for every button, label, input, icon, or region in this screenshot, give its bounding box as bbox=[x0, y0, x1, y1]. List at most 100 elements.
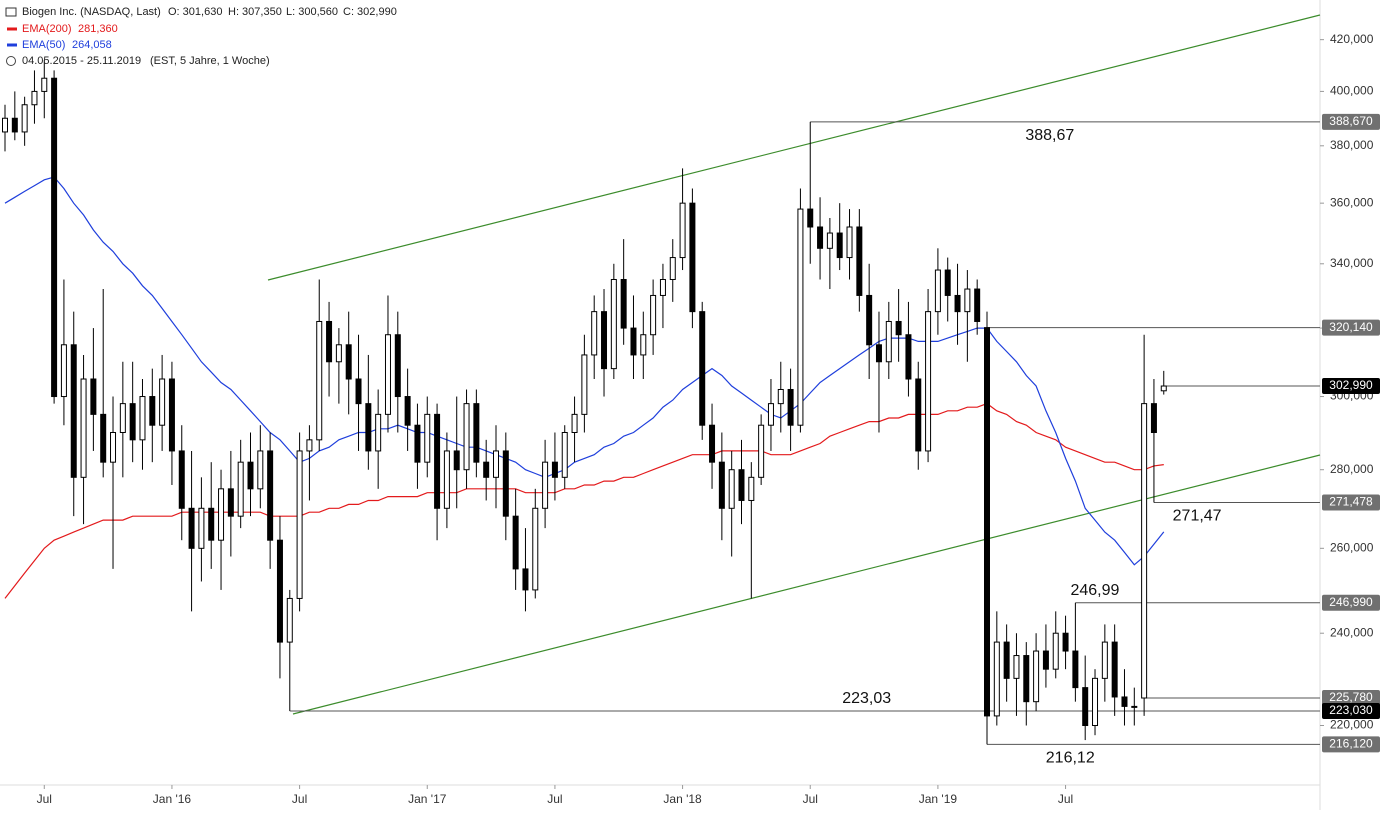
candle-body bbox=[944, 269, 951, 296]
level-label: 225,780 bbox=[1329, 690, 1373, 704]
candle-body bbox=[424, 413, 431, 463]
candle-body bbox=[659, 278, 666, 296]
candle-body bbox=[551, 461, 558, 478]
candle-body bbox=[414, 424, 421, 463]
candle-body bbox=[925, 311, 932, 452]
candle-body bbox=[797, 208, 804, 426]
candle-body bbox=[993, 641, 1000, 717]
candle-body bbox=[826, 232, 833, 249]
candle-body bbox=[296, 450, 303, 599]
candle-body bbox=[70, 344, 77, 478]
candle-body bbox=[21, 104, 28, 133]
candle-body bbox=[129, 403, 136, 441]
candle-body bbox=[630, 327, 637, 356]
candle-body bbox=[493, 450, 499, 478]
candle-body bbox=[276, 539, 283, 643]
level-box bbox=[1322, 702, 1380, 719]
candle-body bbox=[355, 378, 362, 405]
candle-body bbox=[905, 334, 912, 380]
candle-body bbox=[561, 431, 568, 478]
ema-line bbox=[4, 176, 1165, 566]
x-tick-label: Jul bbox=[547, 792, 562, 806]
candle-body bbox=[777, 388, 784, 405]
candle-body bbox=[542, 461, 549, 509]
ohlc-label: O: 301,630 bbox=[168, 6, 222, 18]
y-tick-label: 240,000 bbox=[1330, 625, 1374, 639]
candle-body bbox=[728, 469, 735, 509]
candle-body bbox=[591, 311, 598, 356]
candle-body bbox=[463, 403, 470, 471]
x-tick-label: Jan '17 bbox=[408, 792, 447, 806]
candle-body bbox=[1160, 385, 1167, 392]
legend-value: 264,058 bbox=[72, 39, 112, 51]
candle-body bbox=[709, 424, 716, 463]
candle-body bbox=[1072, 650, 1079, 689]
chart-title: Biogen Inc. (NASDAQ, Last) bbox=[22, 6, 161, 18]
candle-body bbox=[689, 202, 696, 313]
candle-body bbox=[149, 396, 156, 426]
candle-body bbox=[758, 424, 765, 478]
candle-body bbox=[954, 294, 961, 313]
candle-body bbox=[610, 278, 617, 370]
candle-body bbox=[218, 488, 225, 541]
candle-body bbox=[787, 388, 794, 426]
candle-body bbox=[1131, 705, 1138, 708]
candle-body bbox=[1101, 641, 1108, 679]
level-box bbox=[1322, 690, 1380, 707]
level-label: 271,478 bbox=[1329, 495, 1373, 509]
candle-body bbox=[1062, 632, 1069, 652]
candle-body bbox=[178, 450, 185, 509]
candle-body bbox=[885, 320, 892, 363]
x-tick-label: Jan '18 bbox=[663, 792, 702, 806]
x-tick-label: Jul bbox=[1058, 792, 1073, 806]
period-note: (EST, 5 Jahre, 1 Woche) bbox=[150, 55, 270, 67]
candle-body bbox=[365, 403, 372, 452]
candle-body bbox=[650, 294, 657, 336]
candle-body bbox=[60, 344, 67, 398]
candle-body bbox=[119, 403, 126, 433]
candle-body bbox=[522, 568, 529, 591]
candle-body bbox=[807, 208, 814, 228]
candle-body bbox=[1013, 655, 1020, 679]
candle-body bbox=[139, 396, 146, 441]
candle-body bbox=[198, 507, 205, 549]
candle-body bbox=[738, 469, 745, 501]
candle-body bbox=[964, 288, 971, 313]
candle-body bbox=[581, 354, 588, 415]
candle-body bbox=[1111, 641, 1118, 698]
candle-body bbox=[895, 320, 902, 336]
clock-icon bbox=[6, 56, 16, 66]
candle-body bbox=[41, 77, 48, 92]
candle-body bbox=[748, 476, 755, 501]
level-note: 246,99 bbox=[1070, 582, 1119, 599]
candle-body bbox=[984, 327, 990, 717]
level-label: 302,990 bbox=[1329, 378, 1373, 392]
y-tick-label: 400,000 bbox=[1330, 84, 1374, 98]
candle-body bbox=[1003, 641, 1010, 679]
candle-body bbox=[159, 378, 166, 426]
candle-body bbox=[934, 269, 941, 313]
candle-body bbox=[846, 226, 853, 259]
candle-body bbox=[188, 507, 195, 549]
candle-body bbox=[306, 439, 313, 452]
level-box bbox=[1322, 113, 1380, 130]
candle-body bbox=[1033, 650, 1040, 703]
ema-line bbox=[4, 402, 1164, 599]
candle-body bbox=[257, 450, 264, 490]
chart-icon bbox=[5, 7, 17, 17]
candle-body bbox=[601, 311, 608, 370]
level-label: 223,030 bbox=[1329, 703, 1373, 717]
candle-body bbox=[404, 396, 411, 426]
y-tick-label: 280,000 bbox=[1330, 462, 1374, 476]
level-box bbox=[1322, 494, 1380, 511]
candle-body bbox=[51, 77, 58, 398]
level-note: 216,12 bbox=[1046, 750, 1095, 767]
candle-body bbox=[443, 450, 450, 509]
level-note: 271,47 bbox=[1173, 508, 1222, 525]
axis-background bbox=[1320, 0, 1380, 810]
level-label: 388,670 bbox=[1329, 114, 1373, 128]
x-tick-label: Jul bbox=[803, 792, 818, 806]
candle-body bbox=[80, 378, 87, 478]
candle-body bbox=[110, 431, 117, 463]
